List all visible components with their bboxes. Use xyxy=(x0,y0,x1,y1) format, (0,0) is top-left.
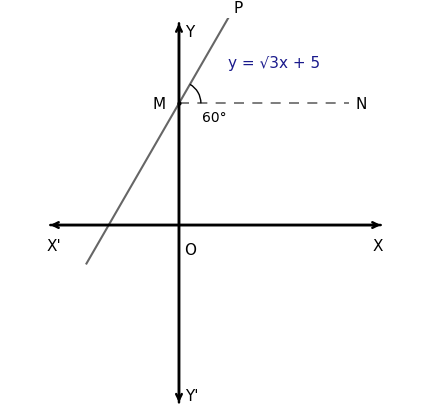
Text: N: N xyxy=(355,97,366,112)
Text: Y: Y xyxy=(184,25,194,40)
Text: Y': Y' xyxy=(184,388,198,403)
Text: M: M xyxy=(152,97,165,112)
Text: y = √3x + 5: y = √3x + 5 xyxy=(227,56,319,70)
Text: P: P xyxy=(233,1,243,16)
Text: 60°: 60° xyxy=(202,110,226,124)
Text: X': X' xyxy=(46,239,61,254)
Text: O: O xyxy=(184,243,195,257)
Text: X: X xyxy=(371,239,382,254)
